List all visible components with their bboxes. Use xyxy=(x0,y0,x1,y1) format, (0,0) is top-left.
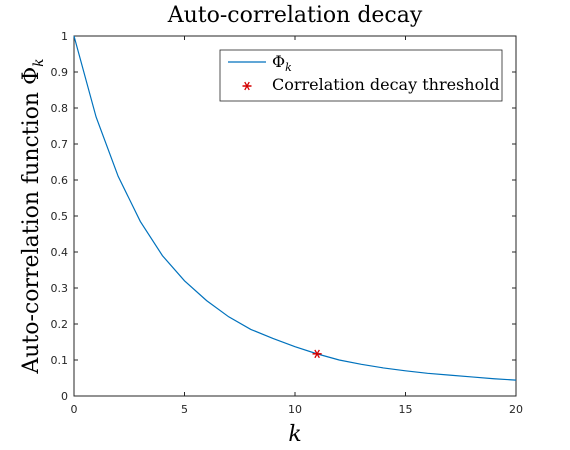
legend-entry-phi-k-sub: k xyxy=(285,61,292,74)
x-axis-ticks: 0 5 10 15 20 xyxy=(71,36,523,416)
threshold-marker-point xyxy=(312,349,322,359)
chart-title: Auto-correlation decay xyxy=(167,3,423,28)
y-axis-label: Auto-correlation function Φk xyxy=(19,58,47,374)
y-tick-label: 0.4 xyxy=(51,246,69,259)
y-tick-label: 1 xyxy=(61,30,68,43)
y-tick-label: 0.7 xyxy=(51,138,69,151)
x-tick-label: 20 xyxy=(509,403,523,416)
y-axis-label-main: Auto-correlation function Φ xyxy=(19,67,44,375)
y-tick-label: 0.2 xyxy=(51,318,69,331)
x-tick-label: 15 xyxy=(399,403,413,416)
legend-entry-threshold: Correlation decay threshold xyxy=(272,75,500,94)
y-tick-label: 0.6 xyxy=(51,174,69,187)
legend-box xyxy=(219,49,503,102)
y-tick-label: 0.5 xyxy=(51,210,69,223)
x-tick-label: 5 xyxy=(181,403,188,416)
y-tick-label: 0 xyxy=(61,390,68,403)
y-tick-label: 0.9 xyxy=(51,66,69,79)
series-line-phi-k xyxy=(73,35,517,381)
legend: Φk Correlation decay threshold xyxy=(219,49,503,102)
y-axis-ticks: 0 0.1 0.2 0.3 0.4 0.5 0.6 0.7 0.8 0.9 1 xyxy=(51,30,516,403)
legend-marker-star xyxy=(242,81,252,91)
legend-entry-phi-k: Φk xyxy=(272,52,292,74)
y-tick-label: 0.1 xyxy=(51,354,69,367)
x-tick-label: 0 xyxy=(71,403,78,416)
x-tick-label: 10 xyxy=(288,403,302,416)
y-tick-label: 0.3 xyxy=(51,282,69,295)
x-axis-label: k xyxy=(288,422,301,447)
threshold-marker xyxy=(312,349,322,359)
y-tick-label: 0.8 xyxy=(51,102,69,115)
legend-entry-phi-k-main: Φ xyxy=(272,52,285,71)
y-axis-label-sub: k xyxy=(31,58,47,66)
legend-marker-swatch xyxy=(242,81,252,91)
